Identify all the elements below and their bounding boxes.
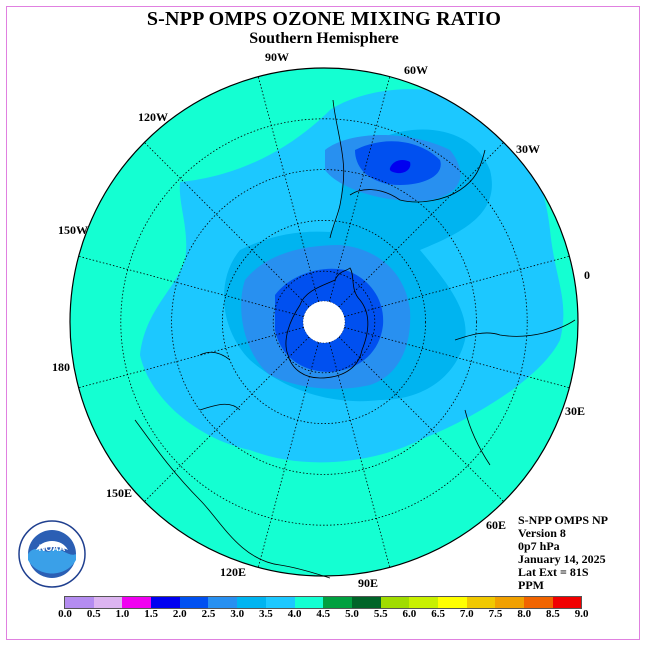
colorbar-tick-label: 9.0 — [574, 608, 589, 620]
meridian-line — [144, 142, 310, 308]
colorbar-swatch — [122, 597, 152, 608]
colorbar-labels: 0.0 0.5 1.0 1.5 2.0 2.5 3.0 3.5 4.0 4.5 5.0 5.5 6.0 6… — [0, 608, 648, 624]
latitude-circle — [272, 270, 376, 374]
graticule — [78, 76, 570, 568]
latitude-circle — [221, 219, 426, 424]
lon-label-60w: 60W — [404, 63, 428, 77]
colorbar-swatch — [552, 597, 582, 608]
colorbar-swatch — [294, 597, 324, 608]
meridian-line — [144, 336, 310, 502]
colorbar-tick-label: 2.5 — [201, 608, 216, 620]
lon-label-30e: 30E — [565, 404, 586, 418]
colorbar-tick-label: 1.0 — [115, 608, 130, 620]
colorbar-tick-label: 8.5 — [546, 608, 560, 620]
lon-label-90e: 90E — [358, 576, 379, 590]
colorbar-tick-label: 4.0 — [287, 608, 302, 620]
colorbar-tick-label: 8.0 — [517, 608, 532, 620]
colorbar-swatch — [524, 597, 553, 608]
colorbar-swatch — [351, 597, 381, 608]
map-boundary — [69, 67, 579, 577]
colorbar-tick-label: 2.0 — [172, 608, 187, 620]
colorbar-tick-label: 5.5 — [373, 608, 388, 620]
lon-label-30w: 30W — [516, 142, 540, 156]
colorbar-swatch — [409, 597, 438, 608]
meridian-line — [78, 255, 304, 317]
meridian-line — [338, 336, 504, 502]
colorbar-swatch — [466, 597, 496, 608]
colorbar-tick-label: 3.0 — [230, 608, 245, 620]
meridian-line — [344, 255, 570, 317]
colorbar-tick-label: 7.5 — [488, 608, 503, 620]
nz-coast — [199, 351, 231, 361]
lon-label-150w: 150W — [58, 223, 88, 237]
colorbar-tick-label: 4.5 — [316, 608, 331, 620]
colorbar-swatch — [380, 597, 410, 608]
field-band-1-5 — [389, 160, 411, 174]
colorbar-swatch — [495, 597, 524, 608]
meridian-line — [257, 76, 319, 302]
africa-coast — [454, 319, 576, 466]
figure-frame — [6, 6, 640, 640]
lon-label-180: 180 — [52, 360, 70, 374]
latitude-circle — [171, 169, 477, 475]
info-pressure: 0p7 hPa — [518, 539, 560, 553]
colorbar-tick-label: 6.0 — [402, 608, 417, 620]
colorbar-swatch — [179, 597, 209, 608]
info-units: PPM — [518, 578, 544, 592]
meridian-line — [344, 327, 570, 389]
info-version: Version 8 — [518, 526, 566, 540]
colorbar-tick-label: 7.0 — [459, 608, 474, 620]
lon-label-150e: 150E — [106, 486, 133, 500]
info-block: S-NPP OMPS NP Version 8 0p7 hPa January … — [518, 514, 608, 592]
lon-label-120w: 120W — [138, 110, 168, 124]
colorbar-tick-label: 6.5 — [431, 608, 445, 620]
lon-label-90w: 90W — [265, 50, 289, 64]
latitude-circle — [120, 118, 528, 526]
meridian-line — [329, 76, 391, 302]
meridian-line — [338, 142, 504, 308]
colorbar-tick-label: 5.0 — [345, 608, 359, 620]
meridian-line — [78, 327, 304, 389]
australia-coast — [134, 403, 331, 579]
polar-hole-grid — [302, 300, 346, 344]
colorbar-swatch — [208, 597, 238, 608]
info-date: January 14, 2025 — [518, 552, 606, 566]
colorbar-swatch — [323, 597, 352, 608]
colorbar-tick-label: 3.5 — [259, 608, 273, 620]
colorbar-swatch — [437, 597, 467, 608]
colorbar-swatch — [65, 597, 94, 608]
map-subtitle: Southern Hemisphere — [249, 30, 399, 47]
colorbar-swatch — [151, 597, 180, 608]
map-title: S-NPP OMPS OZONE MIXING RATIO — [146, 8, 502, 30]
colorbar-tick-label: 0.5 — [86, 608, 101, 620]
info-lat-extent: Lat Ext = 81S — [518, 565, 589, 579]
polar-hole — [303, 301, 345, 343]
noaa-logo-text: NOAA — [39, 543, 66, 553]
colorbar-tick-label: 0.0 — [58, 608, 72, 620]
colorbar-swatch — [265, 597, 295, 608]
noaa-logo-icon: NOAA — [18, 520, 86, 588]
south-america-coast — [329, 99, 486, 239]
lon-label-60e: 60E — [486, 518, 507, 532]
colorbar-tick-label: 1.5 — [144, 608, 158, 620]
meridian-line — [329, 342, 391, 568]
info-instrument: S-NPP OMPS NP — [518, 513, 608, 527]
meridian-line — [257, 342, 319, 568]
colorbar-swatch — [93, 597, 123, 608]
antarctica-coast — [285, 267, 369, 379]
colorbar — [64, 596, 583, 609]
colorbar-swatch — [237, 597, 266, 608]
lon-label-0: 0 — [584, 268, 590, 282]
lon-label-120e: 120E — [220, 565, 247, 579]
coastlines — [134, 99, 576, 579]
